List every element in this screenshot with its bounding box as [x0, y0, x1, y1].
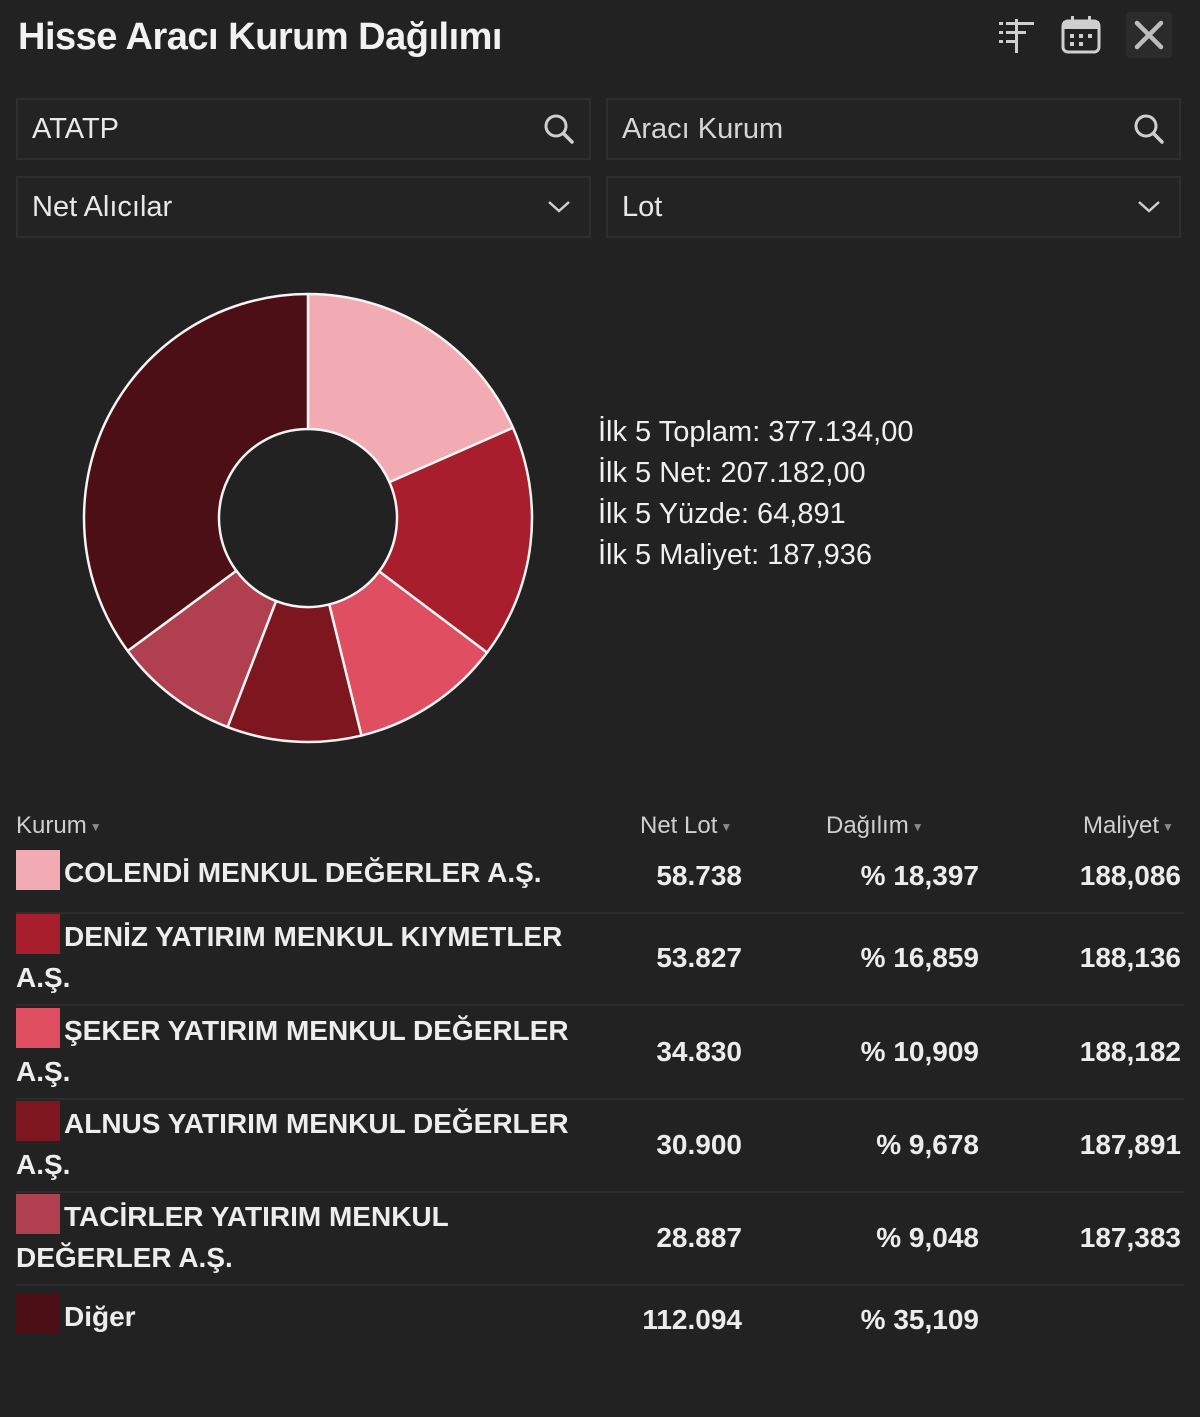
column-header-label: Net Lot: [640, 812, 718, 839]
top5-cost: İlk 5 Maliyet: 187,936: [598, 539, 873, 571]
legend-swatch: [16, 1194, 60, 1234]
broker-name: Diğer: [64, 1301, 136, 1332]
filter-list-icon[interactable]: [994, 12, 1040, 58]
distribution-cell: % 9,678: [876, 1129, 979, 1160]
net-lot-cell: 112.094: [642, 1304, 742, 1335]
calendar-icon[interactable]: [1058, 12, 1104, 58]
legend-swatch: [16, 1008, 60, 1048]
broker-name-cell: COLENDİ MENKUL DEĞERLER A.Ş.: [16, 850, 576, 893]
column-header-net-lot[interactable]: Net Lot ▼: [640, 812, 732, 840]
broker-name-cell: ALNUS YATIRIM MENKUL DEĞERLER A.Ş.: [16, 1101, 576, 1185]
sort-caret-icon: ▼: [720, 819, 733, 834]
table-header: Kurum ▼ Net Lot ▼ Dağılım ▼ Maliyet ▼: [0, 812, 1200, 844]
donut-slice[interactable]: [327, 570, 489, 737]
symbol-search-field[interactable]: [16, 98, 591, 160]
donut-slice[interactable]: [82, 292, 310, 653]
net-lot-cell: 28.887: [656, 1222, 742, 1253]
chevron-down-icon: [1131, 189, 1167, 225]
net-lot-cell: 58.738: [656, 860, 742, 891]
distribution-cell: % 16,859: [860, 942, 979, 973]
sort-caret-icon: ▼: [89, 819, 102, 834]
broker-name: ŞEKER YATIRIM MENKUL DEĞERLER A.Ş.: [16, 1015, 569, 1087]
net-lot-cell: 34.830: [656, 1036, 742, 1067]
sort-caret-icon: ▼: [911, 819, 924, 834]
table-row[interactable]: Diğer 112.094 % 35,109: [16, 1286, 1184, 1350]
close-icon[interactable]: [1126, 12, 1172, 58]
broker-name-cell: Diğer: [16, 1294, 576, 1337]
broker-name: TACİRLER YATIRIM MENKUL DEĞERLER A.Ş.: [16, 1201, 449, 1273]
sort-caret-icon: ▼: [1162, 819, 1174, 834]
distribution-cell: % 9,048: [876, 1222, 979, 1253]
net-lot-cell: 30.900: [656, 1129, 742, 1160]
net-lot-cell: 53.827: [656, 942, 742, 973]
symbol-search-input[interactable]: [32, 112, 541, 146]
broker-name: COLENDİ MENKUL DEĞERLER A.Ş.: [64, 857, 542, 888]
cost-cell: 187,383: [1079, 1222, 1181, 1253]
table-row[interactable]: ŞEKER YATIRIM MENKUL DEĞERLER A.Ş. 34.83…: [16, 1006, 1184, 1100]
legend-swatch: [16, 1294, 60, 1334]
table-row[interactable]: ALNUS YATIRIM MENKUL DEĞERLER A.Ş. 30.90…: [16, 1099, 1184, 1193]
column-header-label: Maliyet: [1083, 812, 1160, 839]
distribution-cell: % 18,397: [860, 860, 979, 891]
distribution-cell: % 35,109: [860, 1304, 979, 1335]
cost-cell: 188,136: [1079, 942, 1181, 973]
broker-search-field[interactable]: [606, 98, 1181, 160]
donut-slice[interactable]: [306, 292, 515, 484]
chevron-down-icon: [541, 189, 577, 225]
legend-swatch: [16, 1101, 60, 1141]
broker-donut-chart: [82, 292, 534, 744]
donut-slice[interactable]: [377, 426, 534, 654]
legend-swatch: [16, 914, 60, 954]
broker-name: DENİZ YATIRIM MENKUL KIYMETLER A.Ş.: [16, 921, 563, 993]
search-icon[interactable]: [1131, 111, 1167, 147]
unit-select[interactable]: Lot: [606, 176, 1181, 238]
unit-select-value: Lot: [622, 190, 663, 223]
top5-percent: İlk 5 Yüzde: 64,891: [598, 498, 846, 530]
search-icon[interactable]: [541, 111, 577, 147]
table-row[interactable]: COLENDİ MENKUL DEĞERLER A.Ş. 58.738 % 18…: [16, 848, 1184, 914]
broker-name-cell: TACİRLER YATIRIM MENKUL DEĞERLER A.Ş.: [16, 1194, 576, 1278]
column-header-maliyet[interactable]: Maliyet ▼: [1083, 812, 1174, 840]
panel-title: Hisse Aracı Kurum Dağılımı: [18, 16, 502, 58]
table-row[interactable]: TACİRLER YATIRIM MENKUL DEĞERLER A.Ş. 28…: [16, 1192, 1184, 1286]
column-header-kurum[interactable]: Kurum ▼: [16, 812, 102, 840]
legend-swatch: [16, 850, 60, 890]
table-row[interactable]: DENİZ YATIRIM MENKUL KIYMETLER A.Ş. 53.8…: [16, 912, 1184, 1006]
broker-name-cell: DENİZ YATIRIM MENKUL KIYMETLER A.Ş.: [16, 914, 576, 998]
broker-name-cell: ŞEKER YATIRIM MENKUL DEĞERLER A.Ş.: [16, 1008, 576, 1092]
column-header-label: Dağılım: [826, 812, 909, 839]
top5-total: İlk 5 Toplam: 377.134,00: [598, 416, 914, 448]
broker-name: ALNUS YATIRIM MENKUL DEĞERLER A.Ş.: [16, 1108, 569, 1180]
cost-cell: 187,891: [1079, 1129, 1181, 1160]
cost-cell: 188,086: [1079, 860, 1181, 891]
cost-cell: 188,182: [1079, 1036, 1181, 1067]
side-select[interactable]: Net Alıcılar: [16, 176, 591, 238]
side-select-value: Net Alıcılar: [32, 190, 173, 223]
top5-summary: İlk 5 Toplam: 377.134,00 İlk 5 Net: 207.…: [598, 412, 913, 576]
broker-search-input[interactable]: [622, 112, 1131, 146]
top5-net: İlk 5 Net: 207.182,00: [598, 457, 866, 489]
column-header-label: Kurum: [16, 812, 87, 839]
distribution-cell: % 10,909: [860, 1036, 979, 1067]
column-header-dagilim[interactable]: Dağılım ▼: [826, 812, 924, 840]
